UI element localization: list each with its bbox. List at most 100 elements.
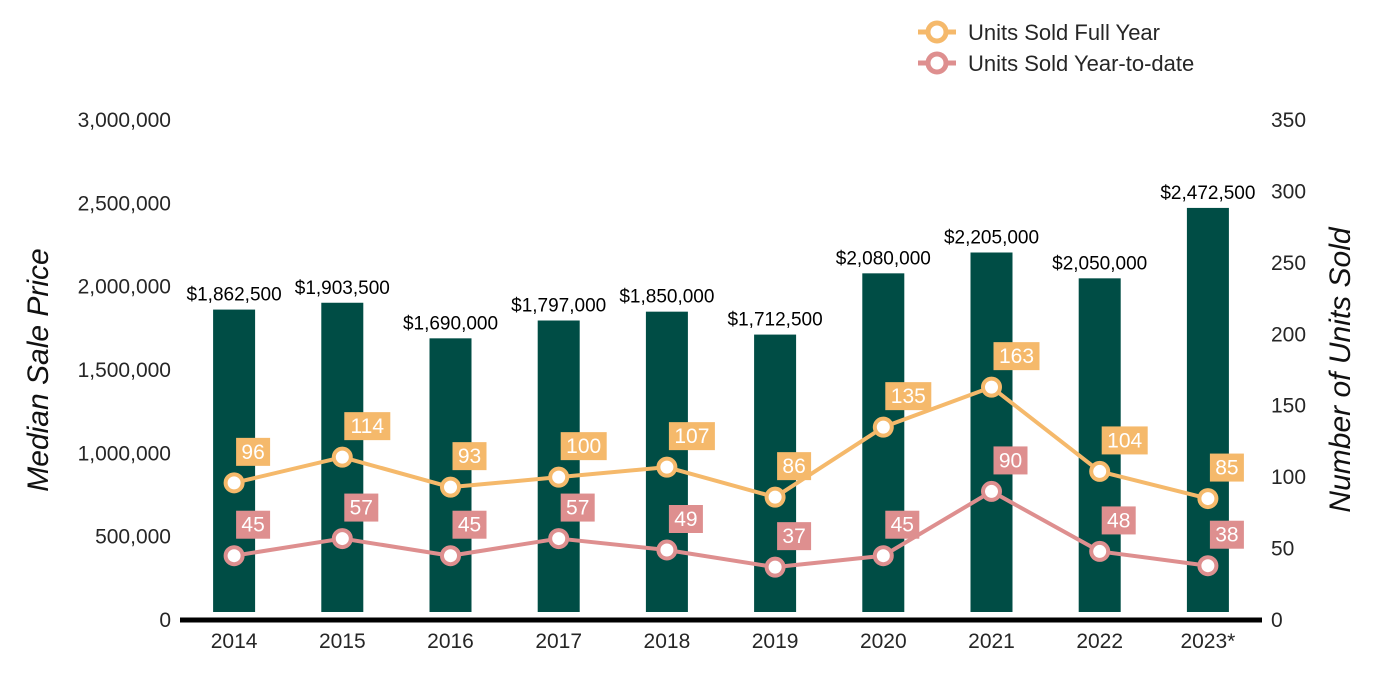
point-label-box-ytd xyxy=(777,522,812,551)
left-tick-label: 2,000,000 xyxy=(78,276,171,299)
legend-item-ytd[interactable]: Units Sold Year-to-date xyxy=(918,51,1194,76)
point-label-box-ytd xyxy=(236,510,271,539)
point-label-box-full-year xyxy=(236,437,271,466)
x-tick-label: 2018 xyxy=(644,630,691,653)
point-label-ytd: 37 xyxy=(782,525,805,548)
point-label-ytd: 49 xyxy=(674,508,697,531)
left-tick-label: 1,500,000 xyxy=(78,359,171,382)
point-full-year[interactable] xyxy=(331,446,353,468)
bar-value-label: $2,050,000 xyxy=(1052,253,1147,274)
bar-value-label: $1,862,500 xyxy=(187,285,282,306)
point-label-full-year: 163 xyxy=(999,345,1034,368)
x-tick-label: 2014 xyxy=(211,630,258,653)
point-ytd[interactable] xyxy=(656,539,678,561)
point-label-ytd: 57 xyxy=(350,497,373,520)
bar-value-labels: $1,862,500 $1,903,500 $1,690,000 $1,797,000… xyxy=(187,183,1256,334)
point-label-ytd: 48 xyxy=(1107,509,1130,532)
legend-item-full-year[interactable]: Units Sold Full Year xyxy=(918,20,1160,45)
legend: Units Sold Full Year Units Sold Year-to-… xyxy=(918,20,1194,76)
left-tick-label: 2,500,000 xyxy=(78,192,171,215)
point-ytd[interactable] xyxy=(440,545,461,567)
point-label-box-ytd xyxy=(885,510,920,539)
point-full-year[interactable] xyxy=(440,476,461,498)
point-full-year[interactable] xyxy=(764,486,786,508)
point-label-box-full-year xyxy=(1209,453,1244,482)
right-axis-title: Number of Units Sold xyxy=(1324,226,1357,512)
x-tick-label: 2021 xyxy=(968,630,1015,653)
right-tick-label: 350 xyxy=(1271,109,1306,132)
point-full-year[interactable] xyxy=(1089,460,1111,482)
left-tick-label: 0 xyxy=(159,609,171,632)
point-label-ytd: 45 xyxy=(241,514,264,537)
legend-swatch-ytd-marker xyxy=(925,51,949,75)
bar[interactable] xyxy=(1186,207,1229,612)
point-full-year[interactable] xyxy=(1197,488,1219,510)
bar[interactable] xyxy=(429,338,472,612)
point-full-year[interactable] xyxy=(872,416,894,438)
point-label-box-ytd xyxy=(344,493,379,522)
point-label-box-full-year xyxy=(1101,426,1148,455)
point-label-box-full-year xyxy=(452,442,487,471)
bar-value-label: $1,690,000 xyxy=(403,313,498,334)
right-tick-label: 300 xyxy=(1271,180,1306,203)
point-label-box-full-year xyxy=(668,422,715,451)
right-tick-label: 100 xyxy=(1271,466,1306,489)
bar-value-label: $1,850,000 xyxy=(619,287,714,308)
bar-value-label: $1,712,500 xyxy=(728,310,823,331)
point-ytd[interactable] xyxy=(1089,540,1111,562)
point-ytd[interactable] xyxy=(223,545,245,567)
right-tick-label: 150 xyxy=(1271,395,1306,418)
point-label-box-full-year xyxy=(560,432,607,461)
point-ytd[interactable] xyxy=(764,556,786,578)
left-tick-label: 1,000,000 xyxy=(78,442,171,465)
point-full-year[interactable] xyxy=(548,466,570,488)
x-tick-label: 2023* xyxy=(1180,630,1235,653)
point-label-full-year: 100 xyxy=(566,435,601,458)
point-full-year[interactable] xyxy=(656,456,678,478)
point-label-box-full-year xyxy=(344,412,391,441)
right-tick-label: 200 xyxy=(1271,323,1306,346)
x-tick-label: 2019 xyxy=(752,630,799,653)
x-tick-label: 2022 xyxy=(1076,630,1123,653)
bar[interactable] xyxy=(537,320,580,613)
left-axis-title: Median Sale Price xyxy=(22,248,55,491)
point-ytd[interactable] xyxy=(548,528,570,550)
bar-value-label: $1,903,500 xyxy=(295,278,390,299)
point-label-box-full-year xyxy=(885,382,932,411)
bar-value-label: $1,797,000 xyxy=(511,296,606,317)
point-label-full-year: 104 xyxy=(1107,429,1142,452)
point-label-full-year: 135 xyxy=(891,385,926,408)
x-axis-ticks: 2014 2015 2016 2017 2018 2019 2020 2021 2022 2023… xyxy=(211,630,1236,653)
point-ytd[interactable] xyxy=(1197,555,1219,577)
x-tick-label: 2020 xyxy=(860,630,907,653)
right-tick-label: 0 xyxy=(1271,609,1283,632)
point-label-ytd: 45 xyxy=(458,514,481,537)
left-axis-ticks: 0 500,000 1,000,000 1,500,000 2,000,000 2,500… xyxy=(78,109,171,632)
legend-swatch-full-year-marker xyxy=(925,20,949,44)
line-full-year xyxy=(233,385,1209,501)
point-label-box-ytd xyxy=(560,493,595,522)
left-tick-label: 500,000 xyxy=(95,526,171,549)
point-ytd[interactable] xyxy=(872,545,894,567)
line-ytd xyxy=(233,489,1209,570)
point-label-ytd: 90 xyxy=(999,449,1022,472)
point-label-full-year: 86 xyxy=(782,455,805,478)
point-label-box-ytd xyxy=(668,505,703,533)
bar-value-label: $2,080,000 xyxy=(836,248,931,269)
point-label-ytd: 57 xyxy=(566,497,589,520)
point-full-year[interactable] xyxy=(223,472,245,494)
point-label-full-year: 114 xyxy=(351,415,385,438)
x-tick-label: 2015 xyxy=(319,630,366,653)
point-label-box-ytd xyxy=(1101,506,1136,535)
x-tick-label: 2017 xyxy=(535,630,582,653)
point-ytd[interactable] xyxy=(981,480,1002,502)
right-axis-ticks: 0 50 100 150 200 250 300 350 xyxy=(1271,109,1306,632)
point-label-full-year: 96 xyxy=(241,441,264,464)
point-ytd[interactable] xyxy=(331,528,353,550)
right-tick-label: 250 xyxy=(1271,252,1306,275)
right-tick-label: 50 xyxy=(1271,538,1294,561)
point-full-year[interactable] xyxy=(981,376,1002,398)
point-label-ytd: 45 xyxy=(891,514,914,537)
bar[interactable] xyxy=(970,252,1013,613)
